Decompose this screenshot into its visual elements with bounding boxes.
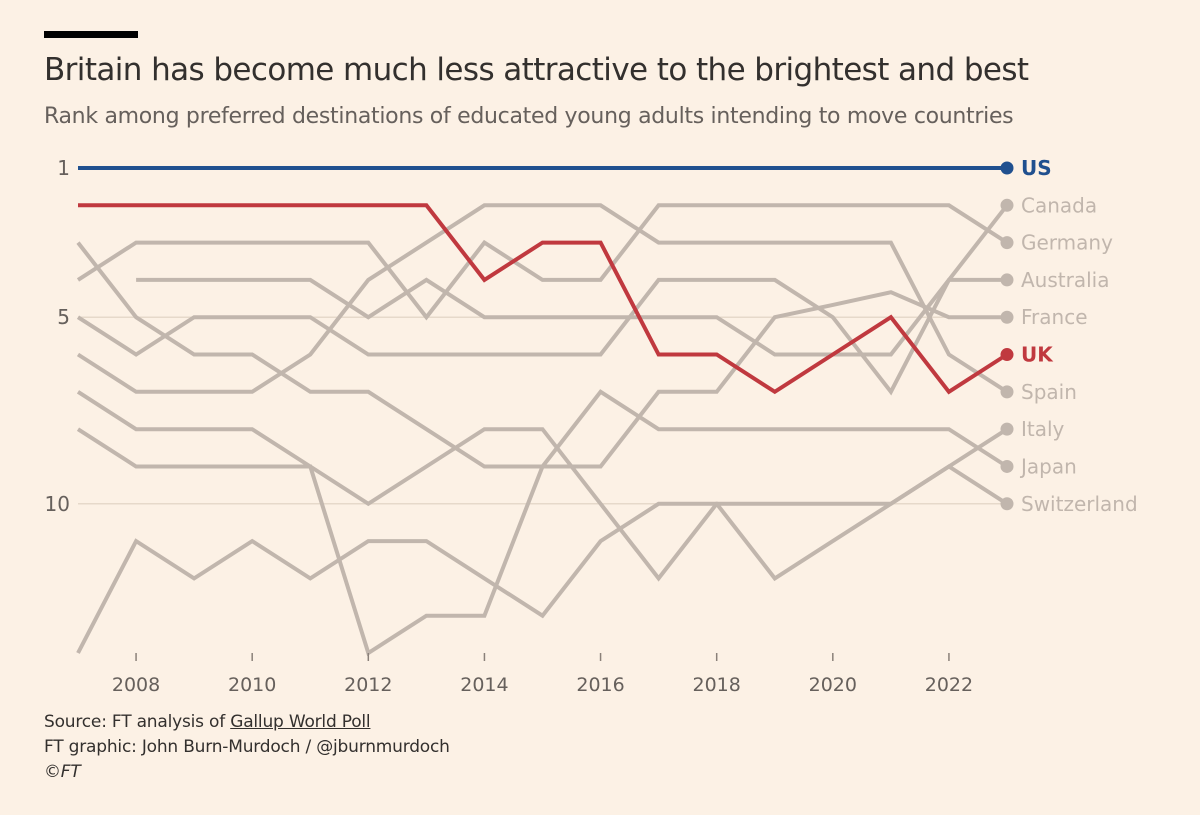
y-tick-label-5: 5 [57,305,70,329]
bump-chart: US Canada Germany Australia France UK Spain Ita… [45,156,1138,696]
x-tick-label-2022: 2022 [925,674,973,696]
end-dot-canada [1000,198,1014,212]
end-label-germany: Germany [1021,231,1113,255]
x-tick-label-2018: 2018 [693,674,741,696]
x-tick-label-2016: 2016 [576,674,624,696]
title-accent-bar [44,31,138,38]
end-label-france: France [1021,305,1088,329]
end-dot-japan [1000,459,1014,473]
chart-footer: Source: FT analysis of Gallup World Poll… [44,710,450,785]
credit-line: FT graphic: John Burn-Murdoch / @jburnmu… [44,737,450,757]
series-line-germany [76,203,1009,321]
end-dot-layer [1000,161,1014,511]
x-tick-label-2020: 2020 [809,674,857,696]
grid-layer [78,316,1007,505]
x-tick-label-2014: 2014 [460,674,508,696]
end-dot-switzerland [1000,497,1014,511]
end-dot-australia [1000,273,1014,287]
series-line-spain [76,203,1009,394]
end-label-australia: Australia [1021,268,1109,292]
end-dot-germany [1000,236,1014,250]
series-layer [76,166,1009,657]
end-label-canada: Canada [1021,193,1097,217]
x-tick-label-2010: 2010 [228,674,276,696]
end-dot-uk [1000,348,1014,362]
y-tick-label-10: 10 [45,492,70,516]
end-label-spain: Spain [1021,380,1077,404]
series-line-france [76,241,1007,469]
end-label-japan: Japan [1019,454,1077,478]
chart-title: Britain has become much less attractive … [44,52,1029,88]
end-label-uk: UK [1021,343,1054,367]
end-label-italy: Italy [1021,417,1065,441]
series-line-uk [78,203,1009,395]
series-line-switzerland [76,390,1009,582]
source-line: Source: FT analysis of Gallup World Poll [44,710,450,735]
copyright-line: ©FT [44,762,81,782]
label-layer: US Canada Germany Australia France UK Spain Ita… [1019,156,1138,516]
end-label-switzerland: Switzerland [1021,492,1138,516]
chart-subtitle: Rank among preferred destinations of edu… [44,104,1014,129]
end-dot-italy [1000,422,1014,436]
end-label-us: US [1021,156,1052,180]
source-prefix: Source: FT analysis of [44,712,231,732]
source-link[interactable]: Gallup World Poll [230,712,371,732]
x-tick-label-2012: 2012 [344,674,392,696]
series-line-italy [76,427,1009,654]
axis-layer: 1 5 10 2008 2010 2012 2014 2016 2018 2020 2022 [45,156,974,696]
y-tick-label-1: 1 [57,156,70,180]
x-tick-label-2008: 2008 [112,674,160,696]
end-dot-spain [1000,385,1014,399]
end-dot-france [1000,310,1014,324]
end-dot-us [1000,161,1014,175]
